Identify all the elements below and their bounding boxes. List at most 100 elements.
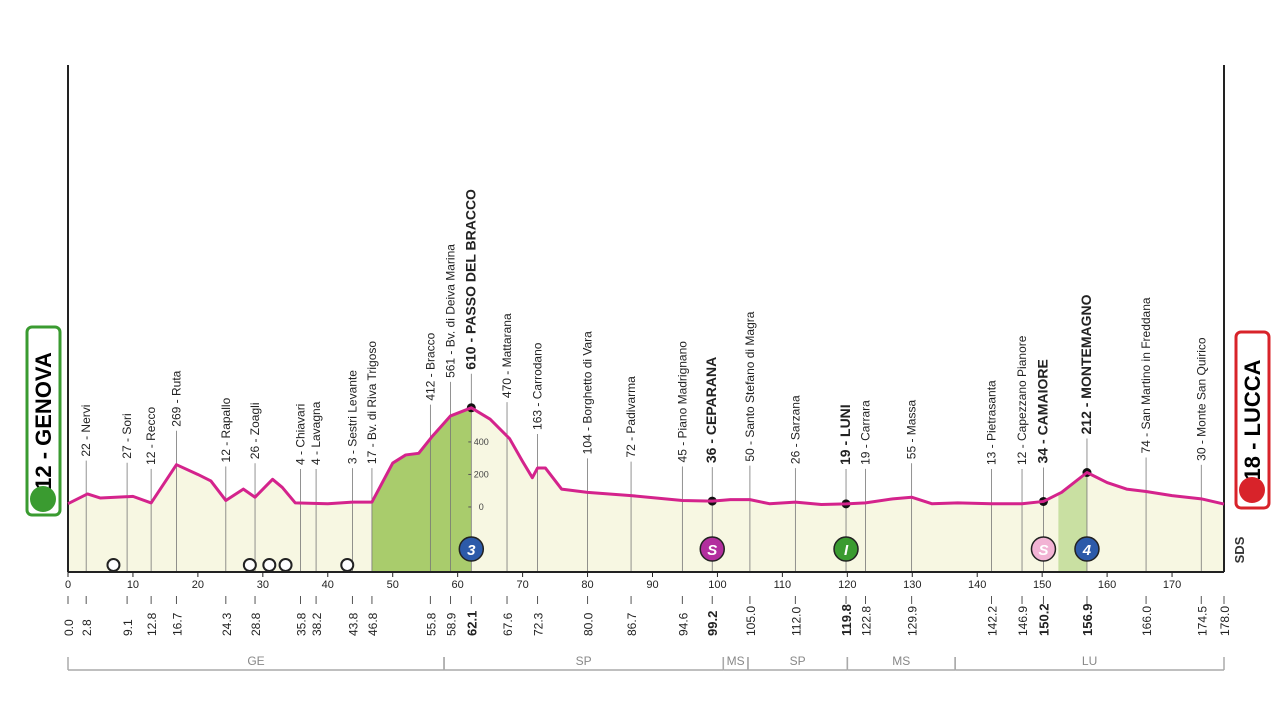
km-label: 174.5	[1195, 606, 1209, 636]
x-tick-label: 0	[65, 579, 71, 591]
km-label: 178.0	[1218, 606, 1232, 636]
waypoint-label: 3 - Sestri Levante	[345, 370, 359, 464]
finish-frame	[1234, 330, 1271, 510]
waypoint-label: 13 - Pietrasanta	[985, 380, 999, 465]
km-label: 112.0	[789, 607, 803, 636]
waypoint-label: 22 - Nervi	[79, 405, 93, 457]
profile-fill	[68, 407, 1224, 572]
start-icon	[30, 486, 56, 512]
x-tick-label: 170	[1163, 579, 1181, 591]
km-label: 142.2	[986, 606, 1000, 636]
waypoint-label: 27 - Sori	[120, 413, 134, 458]
climb-fill	[371, 407, 472, 572]
km-label: 119.8	[839, 604, 854, 636]
waypoint-label: 610 - PASSO DEL BRACCO	[462, 189, 478, 370]
x-tick-label: 150	[1033, 579, 1051, 591]
region-label: MS	[727, 654, 745, 668]
km-label: 72.3	[532, 612, 546, 636]
waypoint-label: 163 - Carrodano	[531, 342, 545, 430]
x-tick-label: 40	[322, 579, 334, 591]
waypoint-label: 269 - Ruta	[169, 370, 183, 426]
tunnel-icon	[242, 558, 257, 572]
km-label: 43.8	[346, 612, 360, 636]
marker-symbol: 4	[1082, 542, 1092, 559]
x-tick-label: 80	[581, 579, 593, 591]
waypoint-label: 12 - Rapallo	[219, 397, 233, 462]
region-label: SP	[576, 654, 592, 668]
x-tick-label: 90	[646, 579, 658, 591]
x-tick-label: 100	[708, 579, 726, 591]
y-tick-label: 0	[479, 502, 484, 512]
waypoint-label: 12 - Capezzano Pianore	[1015, 335, 1029, 465]
waypoint-label: 4 - Lavagna	[309, 401, 323, 465]
finish-icon	[1239, 477, 1265, 503]
waypoint-label: 19 - LUNI	[837, 404, 853, 465]
waypoint-label: 45 - Piano Madrignano	[675, 341, 689, 463]
km-label: 166.0	[1140, 606, 1154, 636]
km-label: 9.1	[121, 619, 135, 636]
y-tick-label: 400	[474, 437, 489, 447]
waypoint-label: 26 - Sarzana	[788, 395, 802, 464]
marker-symbol: 3	[467, 542, 476, 559]
finish-label: 18 - LUCCA	[1240, 359, 1265, 480]
finish-box: 18 - LUCCA	[1234, 330, 1271, 510]
waypoint-label: 470 - Mattarana	[500, 313, 514, 398]
x-tick-label: 20	[192, 579, 204, 591]
waypoint-label: 17 - Bv. di Riva Trigoso	[365, 341, 379, 464]
x-tick-label: 50	[387, 579, 399, 591]
marker-symbol: S	[707, 542, 717, 559]
km-label: 129.9	[906, 606, 920, 636]
x-tick-label: 70	[516, 579, 528, 591]
km-label: 24.3	[220, 612, 234, 636]
waypoint-label: 412 - Bracco	[423, 332, 437, 400]
marker-symbol: I	[844, 542, 849, 559]
y-tick-label: 200	[474, 469, 489, 479]
waypoint-label: 4 - Chiavari	[293, 404, 307, 465]
km-label: 12.8	[145, 612, 159, 636]
km-label: 38.2	[310, 612, 324, 636]
marker-badge	[458, 536, 485, 562]
waypoint-label: 30 - Monte San Quirico	[1194, 337, 1208, 461]
x-tick-label: 160	[1098, 579, 1116, 591]
waypoint-label: 212 - MONTEMAGNO	[1078, 294, 1094, 434]
profile-line	[67, 406, 1225, 507]
x-tick-label: 60	[452, 579, 464, 591]
km-label: 62.1	[464, 611, 479, 636]
marker-badge	[1030, 536, 1057, 562]
marker-symbol: S	[1038, 542, 1048, 559]
waypoint-label: 74 - San Martino in Freddana	[1139, 297, 1153, 453]
start-label: 12 - GENOVA	[31, 352, 56, 490]
waypoint-label: 55 - Massa	[905, 400, 919, 460]
waypoint-label: 561 - Bv. di Deiva Marina	[444, 244, 458, 378]
km-label: 99.2	[705, 611, 720, 636]
start-frame	[25, 325, 62, 517]
km-label: 156.9	[1080, 603, 1095, 636]
waypoint-label: 34 - CAMAIORE	[1034, 359, 1050, 463]
km-label: 105.0	[744, 606, 758, 636]
tunnel-icon	[278, 558, 293, 572]
waypoint-label: 12 - Recco	[144, 407, 158, 465]
region-label: GE	[247, 654, 264, 668]
marker-badge	[699, 536, 725, 562]
tunnel-icon	[262, 558, 277, 572]
region-label: SP	[790, 654, 806, 668]
marker-badge	[1074, 536, 1100, 562]
waypoint-label: 26 - Zoagli	[248, 403, 262, 460]
km-label: 80.0	[582, 612, 596, 636]
km-label: 86.7	[625, 612, 639, 636]
km-label: 2.8	[80, 619, 94, 636]
x-tick-label: 30	[257, 579, 269, 591]
km-label: 58.9	[445, 612, 459, 636]
km-label: 46.8	[366, 612, 380, 636]
x-tick-label: 140	[968, 579, 986, 591]
waypoint-label: 72 - Padivarma	[624, 376, 638, 458]
waypoint-label: 19 - Carrara	[859, 400, 873, 465]
x-tick-label: 10	[127, 579, 139, 591]
km-label: 0.0	[62, 619, 76, 636]
km-label: 55.8	[424, 612, 438, 636]
km-label: 16.7	[170, 612, 184, 636]
tunnel-icon	[106, 558, 121, 572]
km-label: 146.9	[1016, 606, 1030, 636]
